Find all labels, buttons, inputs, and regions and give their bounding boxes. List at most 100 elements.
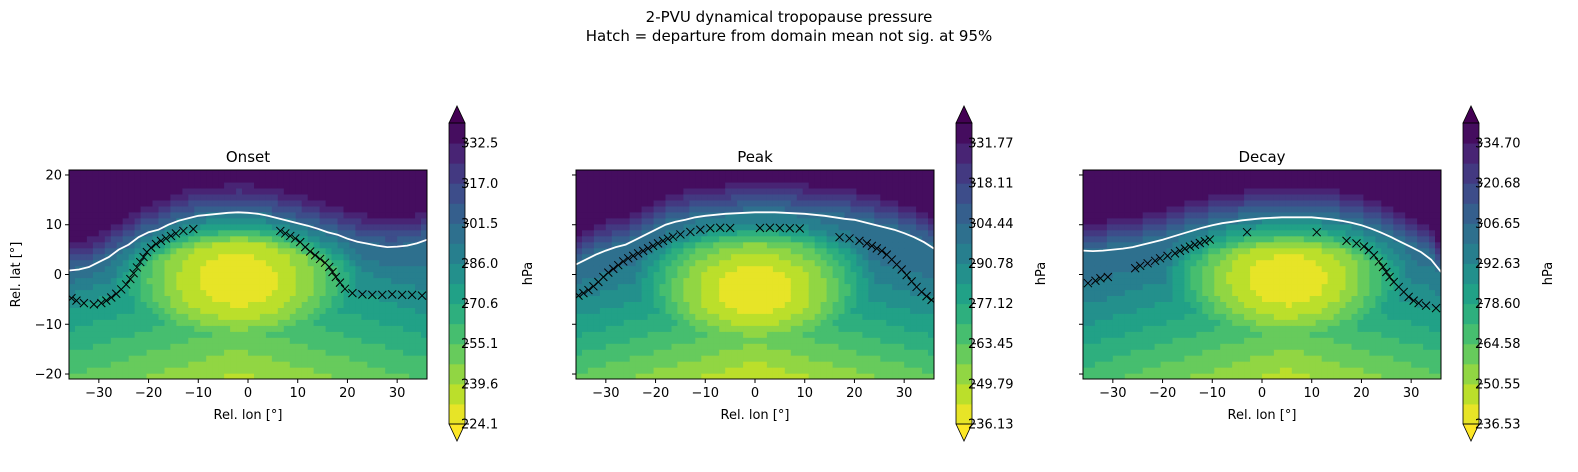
hatch-mark (280, 229, 290, 238)
hatch-mark (1352, 239, 1361, 248)
hatch-mark (69, 293, 76, 303)
hatch-mark (855, 236, 864, 246)
x-tick-label: −20 (642, 386, 669, 401)
significance-hatch (1083, 227, 1441, 313)
hatch-mark (862, 239, 872, 248)
colorbar-tick-label: 224.1 (461, 418, 498, 433)
hatch-mark (579, 288, 588, 298)
hatch-mark (715, 223, 725, 233)
x-axis-label: Rel. lon [°] (1228, 408, 1297, 423)
colorbar-level (1463, 183, 1479, 204)
hatch-mark (795, 224, 805, 233)
colorbar-level (956, 123, 972, 144)
hatch-mark (348, 288, 357, 298)
colorbar-level (956, 303, 972, 325)
colorbar-level (956, 403, 972, 425)
colorbar-level (1463, 143, 1479, 164)
hatch-mark (755, 223, 765, 233)
significance-hatch (576, 223, 934, 305)
colorbar-frame (955, 122, 973, 425)
y-tick-label: 0 (54, 268, 62, 283)
colorbar-level (956, 183, 972, 204)
hatch-mark (613, 260, 623, 270)
colorbar-level (449, 283, 465, 305)
colorbar-level (449, 383, 465, 405)
colorbar-frame (448, 122, 466, 425)
colorbar-tick-label: 255.1 (461, 337, 498, 352)
hatch-mark (1190, 240, 1200, 250)
hatch-mark (1170, 248, 1180, 258)
hatch-mark (1200, 236, 1210, 246)
colorbar-extend-top (1462, 105, 1480, 124)
hatch-mark (156, 236, 166, 246)
hatch-mark (1195, 238, 1205, 248)
colorbar-level (1463, 123, 1479, 144)
hatch-mark (648, 241, 658, 251)
hatch-mark (358, 290, 367, 299)
colorbar-tick-label: 318.11 (968, 177, 1014, 192)
colorbar-tick-label: 306.65 (1475, 217, 1521, 232)
colorbar-level (1463, 363, 1479, 385)
hatch-mark (1404, 292, 1414, 302)
hatch-mark (584, 285, 593, 295)
hatch-mark (1381, 267, 1391, 277)
significance-hatch (69, 224, 427, 309)
hatch-mark (676, 230, 685, 239)
x-tick-label: −10 (185, 386, 212, 401)
hatch-mark (877, 246, 887, 256)
hatch-mark (146, 243, 156, 253)
hatch-mark (1163, 251, 1172, 261)
colorbar-tick-label: 249.79 (968, 377, 1014, 392)
tropopause-contour-line (69, 211, 427, 272)
hatch-mark (1143, 258, 1152, 268)
hatch-mark (1083, 278, 1093, 288)
colorbar-label: hPa (521, 262, 536, 285)
hatch-mark (1155, 253, 1165, 263)
hatch-mark (1312, 227, 1322, 237)
colorbar-level (1463, 263, 1479, 285)
x-tick-label: 10 (796, 386, 813, 401)
hatch-mark (686, 227, 695, 237)
x-axis-label: Rel. lon [°] (721, 408, 790, 423)
hatch-mark (305, 247, 315, 256)
colorbar-level (1463, 323, 1479, 345)
x-tick-label: 30 (1403, 386, 1420, 401)
colorbar-level (449, 343, 465, 365)
colorbar-tick-label: 331.77 (968, 137, 1014, 152)
hatch-mark (902, 270, 912, 280)
colorbar-tick-label: 236.13 (968, 418, 1014, 433)
x-tick-label: 10 (1303, 386, 1320, 401)
colorbar-level (956, 263, 972, 285)
field-raster (576, 170, 934, 379)
hatch-mark (161, 234, 171, 243)
colorbar-level (1463, 223, 1479, 244)
panel-title: Onset (226, 148, 270, 166)
hatch-mark (1385, 272, 1394, 282)
hatch-mark (1409, 296, 1419, 305)
colorbar-tick-label: 317.0 (461, 177, 498, 192)
colorbar-tick-label: 250.55 (1475, 377, 1521, 392)
x-tick-label: −10 (692, 386, 719, 401)
colorbar-extend-top (955, 105, 973, 124)
hatch-mark (275, 226, 285, 236)
colorbar-tick-label: 286.0 (461, 257, 498, 272)
colorbar-level (1463, 343, 1479, 365)
hatch-mark (835, 232, 844, 242)
colorbar-level (449, 183, 465, 204)
hatch-mark (1431, 303, 1441, 313)
hatch-mark (695, 225, 705, 235)
y-tick-label: −20 (35, 368, 62, 383)
colorbar-tick-label: 332.5 (461, 137, 498, 152)
colorbar-tick-label: 334.70 (1475, 137, 1521, 152)
hatch-mark (628, 251, 638, 261)
hatch-mark (725, 223, 735, 233)
hatch-mark (1414, 298, 1423, 308)
colorbar-tick-label: 301.5 (461, 217, 498, 232)
colorbar-label: hPa (1034, 262, 1049, 285)
colorbar-level (449, 363, 465, 385)
hatch-mark (285, 231, 295, 241)
x-tick-label: 0 (751, 386, 759, 401)
hatch-mark (331, 272, 341, 282)
x-tick-label: −30 (592, 386, 619, 401)
colorbar-level (449, 403, 465, 425)
